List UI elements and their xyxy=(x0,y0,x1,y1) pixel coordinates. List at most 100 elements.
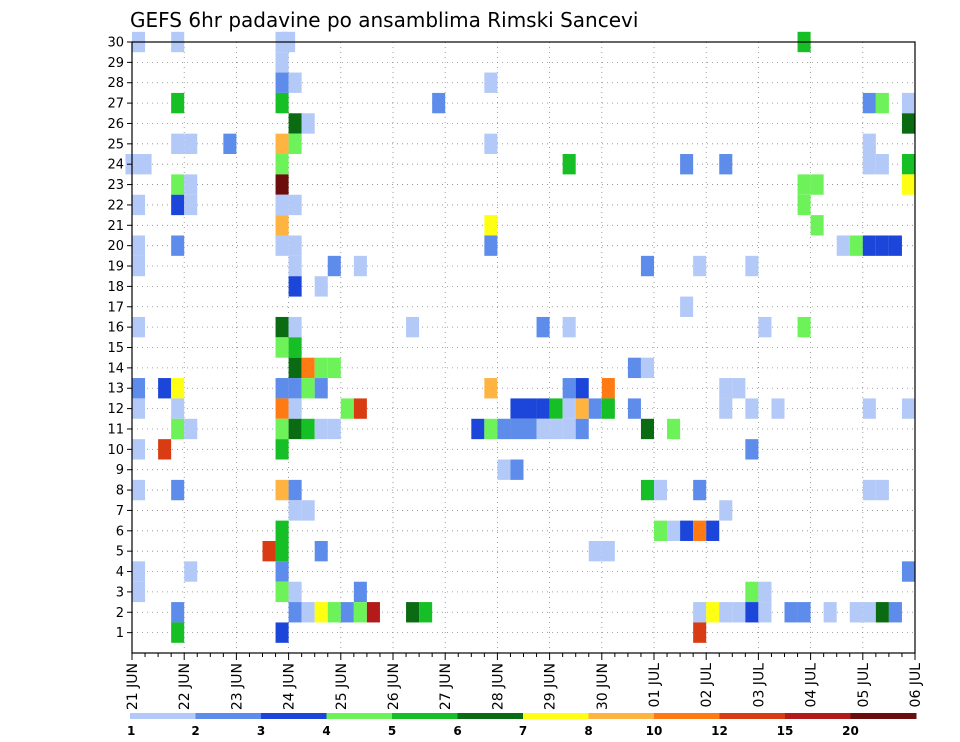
x-axis: 21 JUN 22 JUN 23 JUN 24 JUN 25 JUN 26 JUN 27 J… xyxy=(125,653,924,710)
heatmap-cell xyxy=(275,439,289,460)
heatmap-cell xyxy=(288,581,302,603)
heatmap-cell xyxy=(849,235,863,256)
y-tick-label: 10 xyxy=(107,443,124,458)
heatmap-cell xyxy=(275,479,289,501)
heatmap-cell xyxy=(771,398,785,419)
heatmap-cell xyxy=(536,316,550,338)
heatmap-cell xyxy=(732,602,746,623)
x-tick-label: 05 JUL xyxy=(856,663,872,708)
heatmap-cell xyxy=(523,398,537,419)
heatmap-cell xyxy=(823,602,837,623)
heatmap-cell xyxy=(314,357,328,379)
heatmap-cell xyxy=(132,479,146,501)
heatmap-cell xyxy=(693,622,707,643)
heatmap-cell xyxy=(132,235,146,256)
x-tick-label: 24 JUN xyxy=(282,663,298,710)
y-tick-label: 12 xyxy=(107,402,124,417)
legend-tick-label: 3 xyxy=(257,724,265,738)
heatmap-cell xyxy=(575,398,589,419)
heatmap-cell xyxy=(862,398,876,419)
heatmap-cell xyxy=(901,92,915,114)
y-tick-label: 8 xyxy=(116,484,124,499)
x-tick-label: 23 JUN xyxy=(229,663,245,710)
legend-tick-label: 20 xyxy=(842,724,859,738)
heatmap-cell xyxy=(327,418,341,440)
heatmap-cell xyxy=(693,479,707,501)
heatmap-cell xyxy=(301,357,315,379)
heatmap-cell xyxy=(275,316,289,338)
heatmap-cell xyxy=(588,398,602,419)
heatmap-cell xyxy=(601,540,615,562)
grid xyxy=(132,42,915,653)
heatmap-cell xyxy=(654,479,668,501)
heatmap-cell xyxy=(810,174,824,195)
heatmap-cell xyxy=(353,602,367,623)
heatmap-cell xyxy=(288,357,302,379)
heatmap-cell xyxy=(171,479,185,501)
legend-swatch xyxy=(130,713,196,719)
heatmap-cell xyxy=(562,154,576,175)
heatmap-cell xyxy=(275,540,289,562)
heatmap-cell xyxy=(471,418,485,440)
heatmap-cell xyxy=(575,378,589,399)
heatmap-cell xyxy=(680,154,694,175)
y-tick-label: 22 xyxy=(107,198,124,213)
y-tick-label: 18 xyxy=(107,280,124,295)
heatmap-cell xyxy=(171,602,185,623)
heatmap-cell xyxy=(275,378,289,399)
heatmap-cell xyxy=(484,133,498,155)
heatmap-cell xyxy=(797,602,811,623)
heatmap-cell xyxy=(510,418,524,440)
heatmap-cell xyxy=(836,235,850,256)
heatmap-cell xyxy=(314,276,328,297)
heatmap-cell xyxy=(680,520,694,541)
y-tick-label: 1 xyxy=(116,626,124,641)
y-tick-label: 28 xyxy=(107,76,124,91)
heatmap-cell xyxy=(484,72,498,93)
heatmap-cell xyxy=(419,602,433,623)
heatmap-cells xyxy=(125,31,915,643)
heatmap-cell xyxy=(862,479,876,501)
heatmap-cell xyxy=(275,235,289,256)
heatmap-cell xyxy=(158,378,172,399)
heatmap-cell xyxy=(327,357,341,379)
heatmap-cell xyxy=(171,133,185,155)
heatmap-cell xyxy=(288,113,302,134)
y-tick-label: 14 xyxy=(107,361,124,376)
y-tick-label: 7 xyxy=(116,504,124,519)
heatmap-cell xyxy=(301,602,315,623)
heatmap-cell xyxy=(171,235,185,256)
heatmap-cell xyxy=(654,520,668,541)
heatmap-cell xyxy=(288,602,302,623)
heatmap-cell xyxy=(901,174,915,195)
heatmap-cell xyxy=(745,602,759,623)
heatmap-cell xyxy=(758,316,772,338)
heatmap-cell xyxy=(745,255,759,277)
heatmap-cell xyxy=(288,276,302,297)
heatmap-cell xyxy=(171,622,185,643)
heatmap-cell xyxy=(693,255,707,277)
x-tick-label: 06 JUL xyxy=(908,663,924,708)
heatmap-cell xyxy=(706,520,720,541)
legend-swatch xyxy=(392,713,458,719)
heatmap-cell xyxy=(275,418,289,440)
y-tick-label: 25 xyxy=(107,137,124,152)
x-tick-label: 25 JUN xyxy=(334,663,350,710)
heatmap-cell xyxy=(288,255,302,277)
heatmap-cell xyxy=(901,154,915,175)
y-tick-label: 5 xyxy=(116,545,124,560)
y-tick-label: 3 xyxy=(116,585,124,600)
heatmap-cell xyxy=(275,561,289,582)
heatmap-cell xyxy=(275,581,289,603)
heatmap-cell xyxy=(575,418,589,440)
y-tick-label: 17 xyxy=(107,300,124,315)
heatmap-cell xyxy=(275,133,289,155)
heatmap-cell xyxy=(184,418,198,440)
color-legend: 1 2 3 4 5 6 7 8 10 12 15 20 xyxy=(127,713,917,738)
y-tick-label: 4 xyxy=(116,565,124,580)
heatmap-cell xyxy=(171,418,185,440)
x-tick-label: 26 JUN xyxy=(386,663,402,710)
heatmap-cell xyxy=(132,316,146,338)
legend-swatch xyxy=(719,713,786,719)
